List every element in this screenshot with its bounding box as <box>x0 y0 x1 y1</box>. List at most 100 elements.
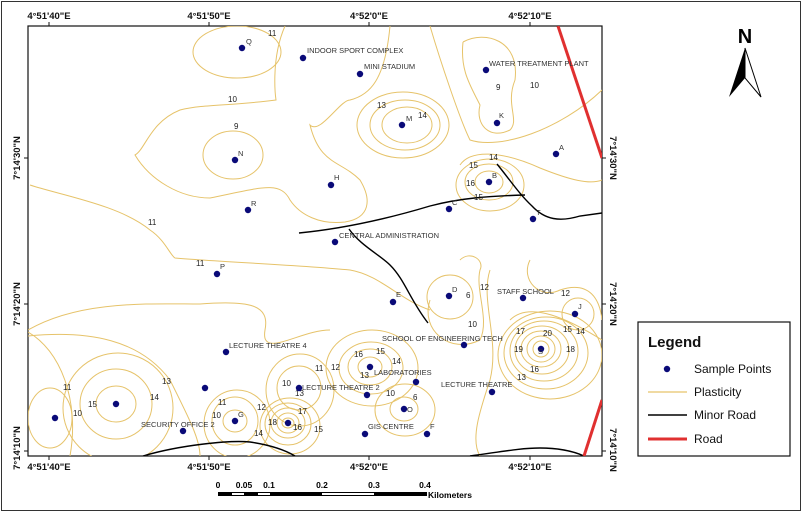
sample-point[interactable] <box>519 294 527 302</box>
plasticity-contours <box>28 26 602 456</box>
scale-label: 0.4 <box>419 480 431 490</box>
point-label: STAFF SCHOOL <box>497 287 554 296</box>
sample-point[interactable] <box>231 417 239 425</box>
sample-point[interactable] <box>445 292 453 300</box>
contour-label: 9 <box>234 122 239 131</box>
contour-label: 9 <box>496 83 501 92</box>
contour-label: 10 <box>228 95 237 104</box>
sample-point[interactable] <box>112 400 120 408</box>
point-label: LABORATORIES <box>374 368 432 377</box>
right-tick-label: 7°14'10"N <box>607 428 618 472</box>
left-tick-label: 7°14'30"N <box>12 136 23 180</box>
sample-point[interactable] <box>201 384 209 392</box>
left-tick-label: 7°14'10"N <box>12 426 23 470</box>
contour-label: 15 <box>474 193 483 202</box>
north-arrow-icon: N <box>729 26 762 98</box>
contour-label: 10 <box>212 411 221 420</box>
sample-point[interactable] <box>299 54 307 62</box>
sample-point[interactable] <box>238 44 246 52</box>
contour-label: 13 <box>517 373 526 382</box>
sample-point[interactable] <box>493 119 501 127</box>
sample-point[interactable] <box>400 405 408 413</box>
point-label: CENTRAL ADMINISTRATION <box>339 231 439 240</box>
sample-point[interactable] <box>398 121 406 129</box>
point-label: C <box>452 198 458 207</box>
sample-point[interactable] <box>445 205 453 213</box>
contour-label: 11 <box>218 398 227 407</box>
contour-label: 18 <box>268 418 277 427</box>
legend-item: Minor Road <box>694 408 756 422</box>
bottom-tick-label: 4°51'40"E <box>27 462 70 473</box>
sample-point[interactable] <box>51 414 59 422</box>
contour-labels: 11 10 9 11 13 14 9 10 14 15 16 15 11 12 … <box>63 29 585 438</box>
sample-point[interactable] <box>179 427 187 435</box>
point-label: MINI STADIUM <box>364 62 415 71</box>
point-label: SCHOOL OF ENGINEERING TECH <box>382 334 503 343</box>
sample-point[interactable] <box>231 156 239 164</box>
sample-point[interactable] <box>361 430 369 438</box>
sample-point[interactable] <box>389 298 397 306</box>
sample-points: Q INDOOR SPORT COMPLEX MINI STADIUM M WA… <box>51 37 589 438</box>
sample-point[interactable] <box>482 66 490 74</box>
contour-label: 13 <box>295 389 304 398</box>
contour-label: 12 <box>331 363 340 372</box>
sample-point[interactable] <box>571 310 579 318</box>
contour-label: 19 <box>514 345 523 354</box>
sample-point[interactable] <box>244 206 252 214</box>
sample-point[interactable] <box>488 388 496 396</box>
sample-point[interactable] <box>213 270 221 278</box>
top-tick-label: 4°52'0"E <box>350 11 388 22</box>
sample-point[interactable] <box>412 378 420 386</box>
point-label: LECTURE THEATRE 2 <box>302 383 380 392</box>
point-label: WATER TREATMENT PLANT <box>489 59 589 68</box>
sample-point[interactable] <box>327 181 335 189</box>
legend-item: Road <box>694 432 723 446</box>
top-tick-label: 4°51'50"E <box>187 11 230 22</box>
legend: Legend Sample Points Plasticity Minor Ro… <box>637 321 791 457</box>
sample-point[interactable] <box>284 419 292 427</box>
contour-label: 15 <box>469 161 478 170</box>
contour-label: 10 <box>73 409 82 418</box>
bottom-tick-label: 4°51'50"E <box>187 462 230 473</box>
contour-label: 16 <box>354 350 363 359</box>
point-label: F <box>430 422 435 431</box>
right-tick-label: 7°14'20"N <box>607 282 618 326</box>
contour-label: 10 <box>282 379 291 388</box>
contour-label: 11 <box>148 218 157 227</box>
minor-roads <box>142 163 602 456</box>
sample-point[interactable] <box>537 345 545 353</box>
scale-label: 0 <box>216 480 221 490</box>
scale-label: 0.1 <box>263 480 275 490</box>
sample-point[interactable] <box>356 70 364 78</box>
sample-point[interactable] <box>363 391 371 399</box>
sample-point-symbol-icon <box>663 365 671 373</box>
bottom-tick-label: 4°52'0"E <box>350 462 388 473</box>
contour-label: 14 <box>576 327 585 336</box>
sample-point[interactable] <box>485 178 493 186</box>
contour-label: 15 <box>88 400 97 409</box>
contour-label: 15 <box>314 425 323 434</box>
sample-point[interactable] <box>423 430 431 438</box>
contour-label: 16 <box>530 365 539 374</box>
sample-point[interactable] <box>552 150 560 158</box>
point-label: K <box>499 111 504 120</box>
map-frame <box>27 25 603 457</box>
point-label: P <box>220 262 225 271</box>
contour-label: 13 <box>162 377 171 386</box>
sample-point[interactable] <box>366 363 374 371</box>
point-label: A <box>559 143 564 152</box>
sample-point[interactable] <box>529 215 537 223</box>
contour-label: 17 <box>298 407 307 416</box>
top-tick-label: 4°51'40"E <box>27 11 70 22</box>
contour-label: 14 <box>418 111 427 120</box>
top-tick-label: 4°52'10"E <box>508 11 551 22</box>
tick-marks <box>24 22 606 460</box>
point-label: INDOOR SPORT COMPLEX <box>307 46 403 55</box>
sample-point[interactable] <box>460 341 468 349</box>
sample-point[interactable] <box>331 238 339 246</box>
sample-point[interactable] <box>295 384 303 392</box>
point-label: R <box>251 199 257 208</box>
sample-point[interactable] <box>222 348 230 356</box>
